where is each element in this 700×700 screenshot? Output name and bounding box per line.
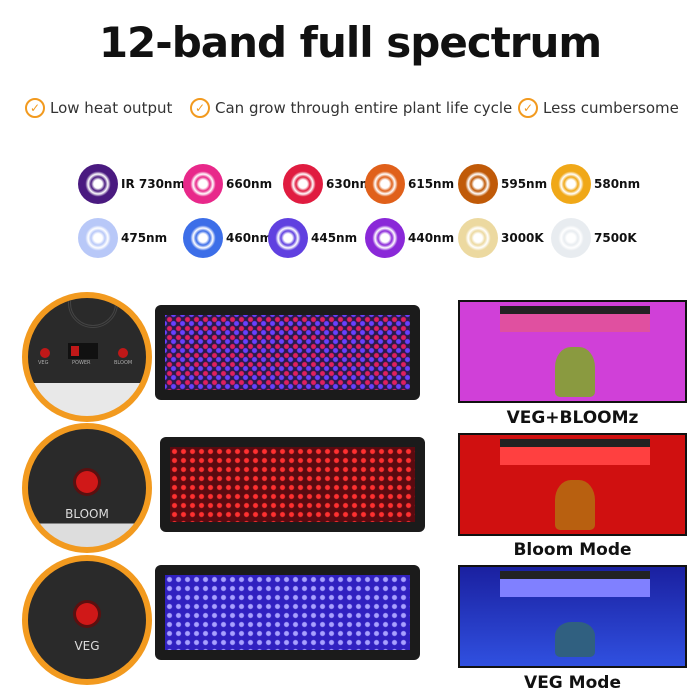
check-icon: ✓ xyxy=(190,98,210,118)
led-panel-veg xyxy=(155,565,420,660)
veg-knob xyxy=(40,348,50,358)
band-label: IR 730nm xyxy=(121,177,185,191)
led-icon xyxy=(365,164,405,204)
veg-label: VEG xyxy=(38,360,49,366)
fan-icon xyxy=(68,298,118,328)
led-icon xyxy=(551,218,591,258)
check-icon: ✓ xyxy=(518,98,538,118)
band-item: 475nm xyxy=(78,218,167,258)
band-label: 3000K xyxy=(501,231,544,245)
mode-caption: VEG Mode xyxy=(524,673,621,693)
switch-label: BLOOM xyxy=(65,507,109,521)
switch-label: VEG xyxy=(74,639,100,653)
band-label: 630nm xyxy=(326,177,373,191)
band-item: 580nm xyxy=(551,164,640,204)
switch-icon xyxy=(76,603,98,625)
photo-veg-bloom xyxy=(458,300,687,403)
led-icon xyxy=(365,218,405,258)
band-label: 660nm xyxy=(226,177,273,191)
led-icon xyxy=(458,164,498,204)
band-item: 440nm xyxy=(365,218,454,258)
led-icon xyxy=(551,164,591,204)
led-panel-veg-bloom xyxy=(155,305,420,400)
power-switch xyxy=(68,343,98,359)
band-label: 440nm xyxy=(408,231,455,245)
band-label: 7500K xyxy=(594,231,637,245)
led-panel-bloom xyxy=(160,437,425,532)
band-item: 630nm xyxy=(283,164,372,204)
band-item: 445nm xyxy=(268,218,357,258)
led-icon xyxy=(268,218,308,258)
band-item: 660nm xyxy=(183,164,272,204)
band-label: 475nm xyxy=(121,231,168,245)
feature-text: Can grow through entire plant life cycle xyxy=(215,99,513,117)
photo-veg xyxy=(458,565,687,668)
band-item: 460nm xyxy=(183,218,272,258)
check-icon: ✓ xyxy=(25,98,45,118)
feature-2: ✓ Can grow through entire plant life cycl… xyxy=(190,98,512,118)
led-icon xyxy=(183,218,223,258)
veg-switch-closeup: VEG xyxy=(22,555,152,685)
band-item: 595nm xyxy=(458,164,547,204)
band-label: 595nm xyxy=(501,177,548,191)
mode-caption: Bloom Mode xyxy=(513,540,632,560)
band-item: 3000K xyxy=(458,218,544,258)
led-icon xyxy=(78,164,118,204)
band-item: 615nm xyxy=(365,164,454,204)
feature-3: ✓ Less cumbersome xyxy=(518,98,679,118)
switch-icon xyxy=(76,471,98,493)
mode-caption: VEG+BLOOMz xyxy=(506,408,639,428)
band-item: 7500K xyxy=(551,218,637,258)
led-icon xyxy=(283,164,323,204)
bloom-label: BLOOM xyxy=(114,360,133,366)
band-label: 445nm xyxy=(311,231,358,245)
band-label: 460nm xyxy=(226,231,273,245)
band-label: 615nm xyxy=(408,177,455,191)
page-title: 12-band full spectrum xyxy=(98,18,602,67)
bloom-knob xyxy=(118,348,128,358)
led-icon xyxy=(78,218,118,258)
bloom-switch-closeup: BLOOM xyxy=(22,423,152,553)
photo-bloom xyxy=(458,433,687,536)
feature-text: Low heat output xyxy=(50,99,173,117)
led-icon xyxy=(183,164,223,204)
feature-1: ✓ Low heat output xyxy=(25,98,172,118)
band-label: 580nm xyxy=(594,177,641,191)
power-label: POWER xyxy=(72,360,91,366)
band-item: IR 730nm xyxy=(78,164,185,204)
led-icon xyxy=(458,218,498,258)
feature-text: Less cumbersome xyxy=(543,99,679,117)
control-panel-closeup: VEG POWER BLOOM xyxy=(22,292,152,422)
